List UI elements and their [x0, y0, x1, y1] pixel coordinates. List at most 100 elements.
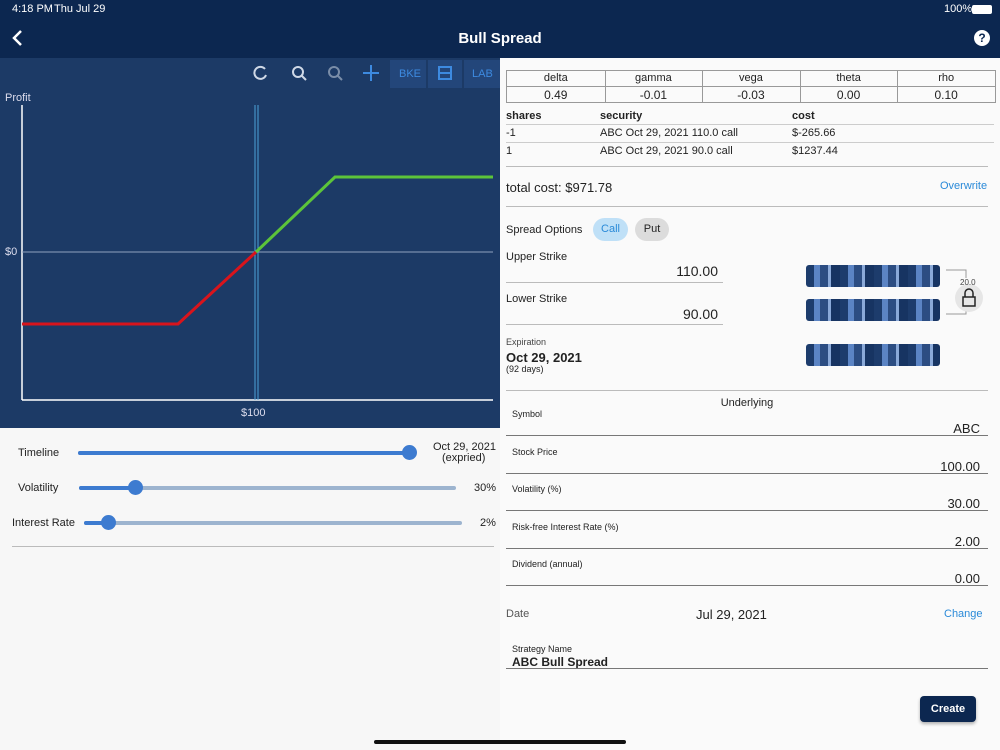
- field-label: Symbol: [512, 409, 543, 419]
- field-value: 2.00: [954, 533, 980, 549]
- greek-header: vega: [739, 72, 763, 84]
- home-indicator: [374, 740, 626, 744]
- field-value: 30.00: [947, 496, 980, 511]
- battery-icon: [972, 5, 992, 14]
- nav-title: Bull Spread: [458, 30, 542, 47]
- status-date: Thu Jul 29: [54, 3, 106, 15]
- toolbar-icons: [21, 60, 500, 401]
- strategy-label: Strategy Name: [512, 644, 573, 654]
- slider-track: [84, 521, 462, 525]
- greek-header: rho: [938, 72, 955, 84]
- put-button[interactable]: Put: [635, 218, 669, 241]
- greek-value: -0.01: [639, 88, 668, 102]
- slider-fill: [79, 486, 135, 490]
- date-label: Date: [506, 608, 530, 620]
- status-time: 4:18 PM: [12, 3, 53, 15]
- position-cell: 1: [506, 145, 513, 157]
- strategy-value[interactable]: ABC Bull Spread: [512, 655, 609, 669]
- greek-value: 0.49: [544, 88, 568, 102]
- slider-thumb[interactable]: [402, 445, 417, 460]
- slider-value: Oct 29, 2021: [433, 441, 496, 453]
- expiration-date: Oct 29, 2021: [506, 350, 582, 365]
- x-axis-label: $100: [241, 407, 266, 419]
- position-header: shares: [506, 110, 542, 122]
- back-button[interactable]: [8, 28, 28, 48]
- greeks-table: delta 0.49 gamma -0.01 vega -0.03 theta 0.00 rho…: [506, 70, 996, 103]
- lower-picker[interactable]: [806, 299, 940, 321]
- divider: [506, 166, 988, 167]
- upper-strike-value[interactable]: 110.00: [676, 263, 718, 279]
- greek-value: 0.00: [836, 88, 861, 102]
- divider: [506, 435, 988, 436]
- spread-label: Spread Options: [506, 224, 583, 236]
- slider-label: Volatility: [18, 482, 59, 494]
- greek-value: -0.03: [737, 88, 765, 102]
- field-value: ABC: [953, 421, 980, 436]
- greek-header: delta: [543, 72, 568, 84]
- field-label: Risk-free Interest Rate (%): [512, 521, 619, 532]
- position-header: cost: [792, 110, 815, 122]
- positions-table: shares security cost -1 ABC Oct 29, 2021 110…: [506, 108, 994, 164]
- divider: [12, 546, 494, 547]
- slider-label: Timeline: [18, 447, 60, 459]
- create-button[interactable]: Create: [920, 696, 976, 722]
- position-cell: ABC Oct 29, 2021 110.0 call: [600, 127, 738, 139]
- field-label: Volatility (%): [512, 484, 562, 494]
- greek-header: theta: [836, 72, 861, 84]
- lower-strike-label: Lower Strike: [506, 293, 568, 305]
- greek-value: 0.10: [934, 88, 958, 102]
- position-cell: $1237.44: [792, 145, 838, 157]
- slider-note: (expried): [442, 452, 486, 464]
- slider-value: 30%: [474, 482, 497, 494]
- expiration-picker[interactable]: [806, 344, 940, 366]
- divider: [506, 390, 988, 391]
- expiration-label: Expiration: [506, 337, 547, 347]
- greek-header: gamma: [635, 72, 672, 84]
- status-battery: 100%: [944, 3, 973, 15]
- position-cell: -1: [506, 127, 516, 139]
- slider-thumb[interactable]: [101, 515, 116, 530]
- slider-thumb[interactable]: [128, 480, 143, 495]
- position-cell: ABC Oct 29, 2021 90.0 call: [600, 145, 733, 157]
- y-axis-label: Profit: [5, 92, 31, 104]
- divider: [506, 585, 988, 586]
- upper-picker[interactable]: [806, 265, 940, 287]
- help-button[interactable]: ?: [974, 30, 990, 46]
- row-border: [506, 124, 994, 125]
- slider-value: 2%: [480, 517, 496, 529]
- lock-bracket: [946, 269, 983, 315]
- divider: [506, 510, 988, 511]
- zero-label: $0: [5, 246, 18, 258]
- slider-fill: [78, 451, 410, 455]
- divider: [506, 206, 988, 207]
- chart-panel: [0, 58, 500, 428]
- expiration-days: (92 days): [506, 364, 544, 374]
- call-button[interactable]: Call: [593, 218, 628, 241]
- cell-border: [507, 86, 995, 87]
- lower-strike-value[interactable]: 90.00: [682, 306, 718, 322]
- right-panel: [500, 58, 1000, 750]
- divider: [506, 668, 988, 669]
- field-label: Stock Price: [512, 446, 558, 457]
- divider: [506, 282, 723, 283]
- upper-strike-label: Upper Strike: [506, 251, 568, 263]
- date-value: Jul 29, 2021: [696, 607, 767, 622]
- slider-fill: [84, 521, 109, 525]
- position-header: security: [600, 110, 643, 122]
- change-button[interactable]: Change: [944, 608, 983, 620]
- divider: [506, 472, 988, 474]
- bke-button[interactable]: BKE: [399, 68, 422, 80]
- divider: [506, 324, 723, 325]
- field-value: 100.00: [940, 458, 980, 474]
- overwrite-button[interactable]: Overwrite: [940, 180, 988, 192]
- field-label: Dividend (annual): [512, 559, 583, 569]
- divider: [506, 547, 988, 549]
- slider-track: [79, 486, 456, 490]
- top-bar: [0, 0, 1000, 58]
- field-value: 0.00: [954, 571, 980, 586]
- slider-label: Interest Rate: [12, 517, 75, 529]
- total-cost: total cost: $971.78: [506, 180, 613, 195]
- row-border: [506, 142, 994, 143]
- lab-button[interactable]: LAB: [472, 68, 493, 80]
